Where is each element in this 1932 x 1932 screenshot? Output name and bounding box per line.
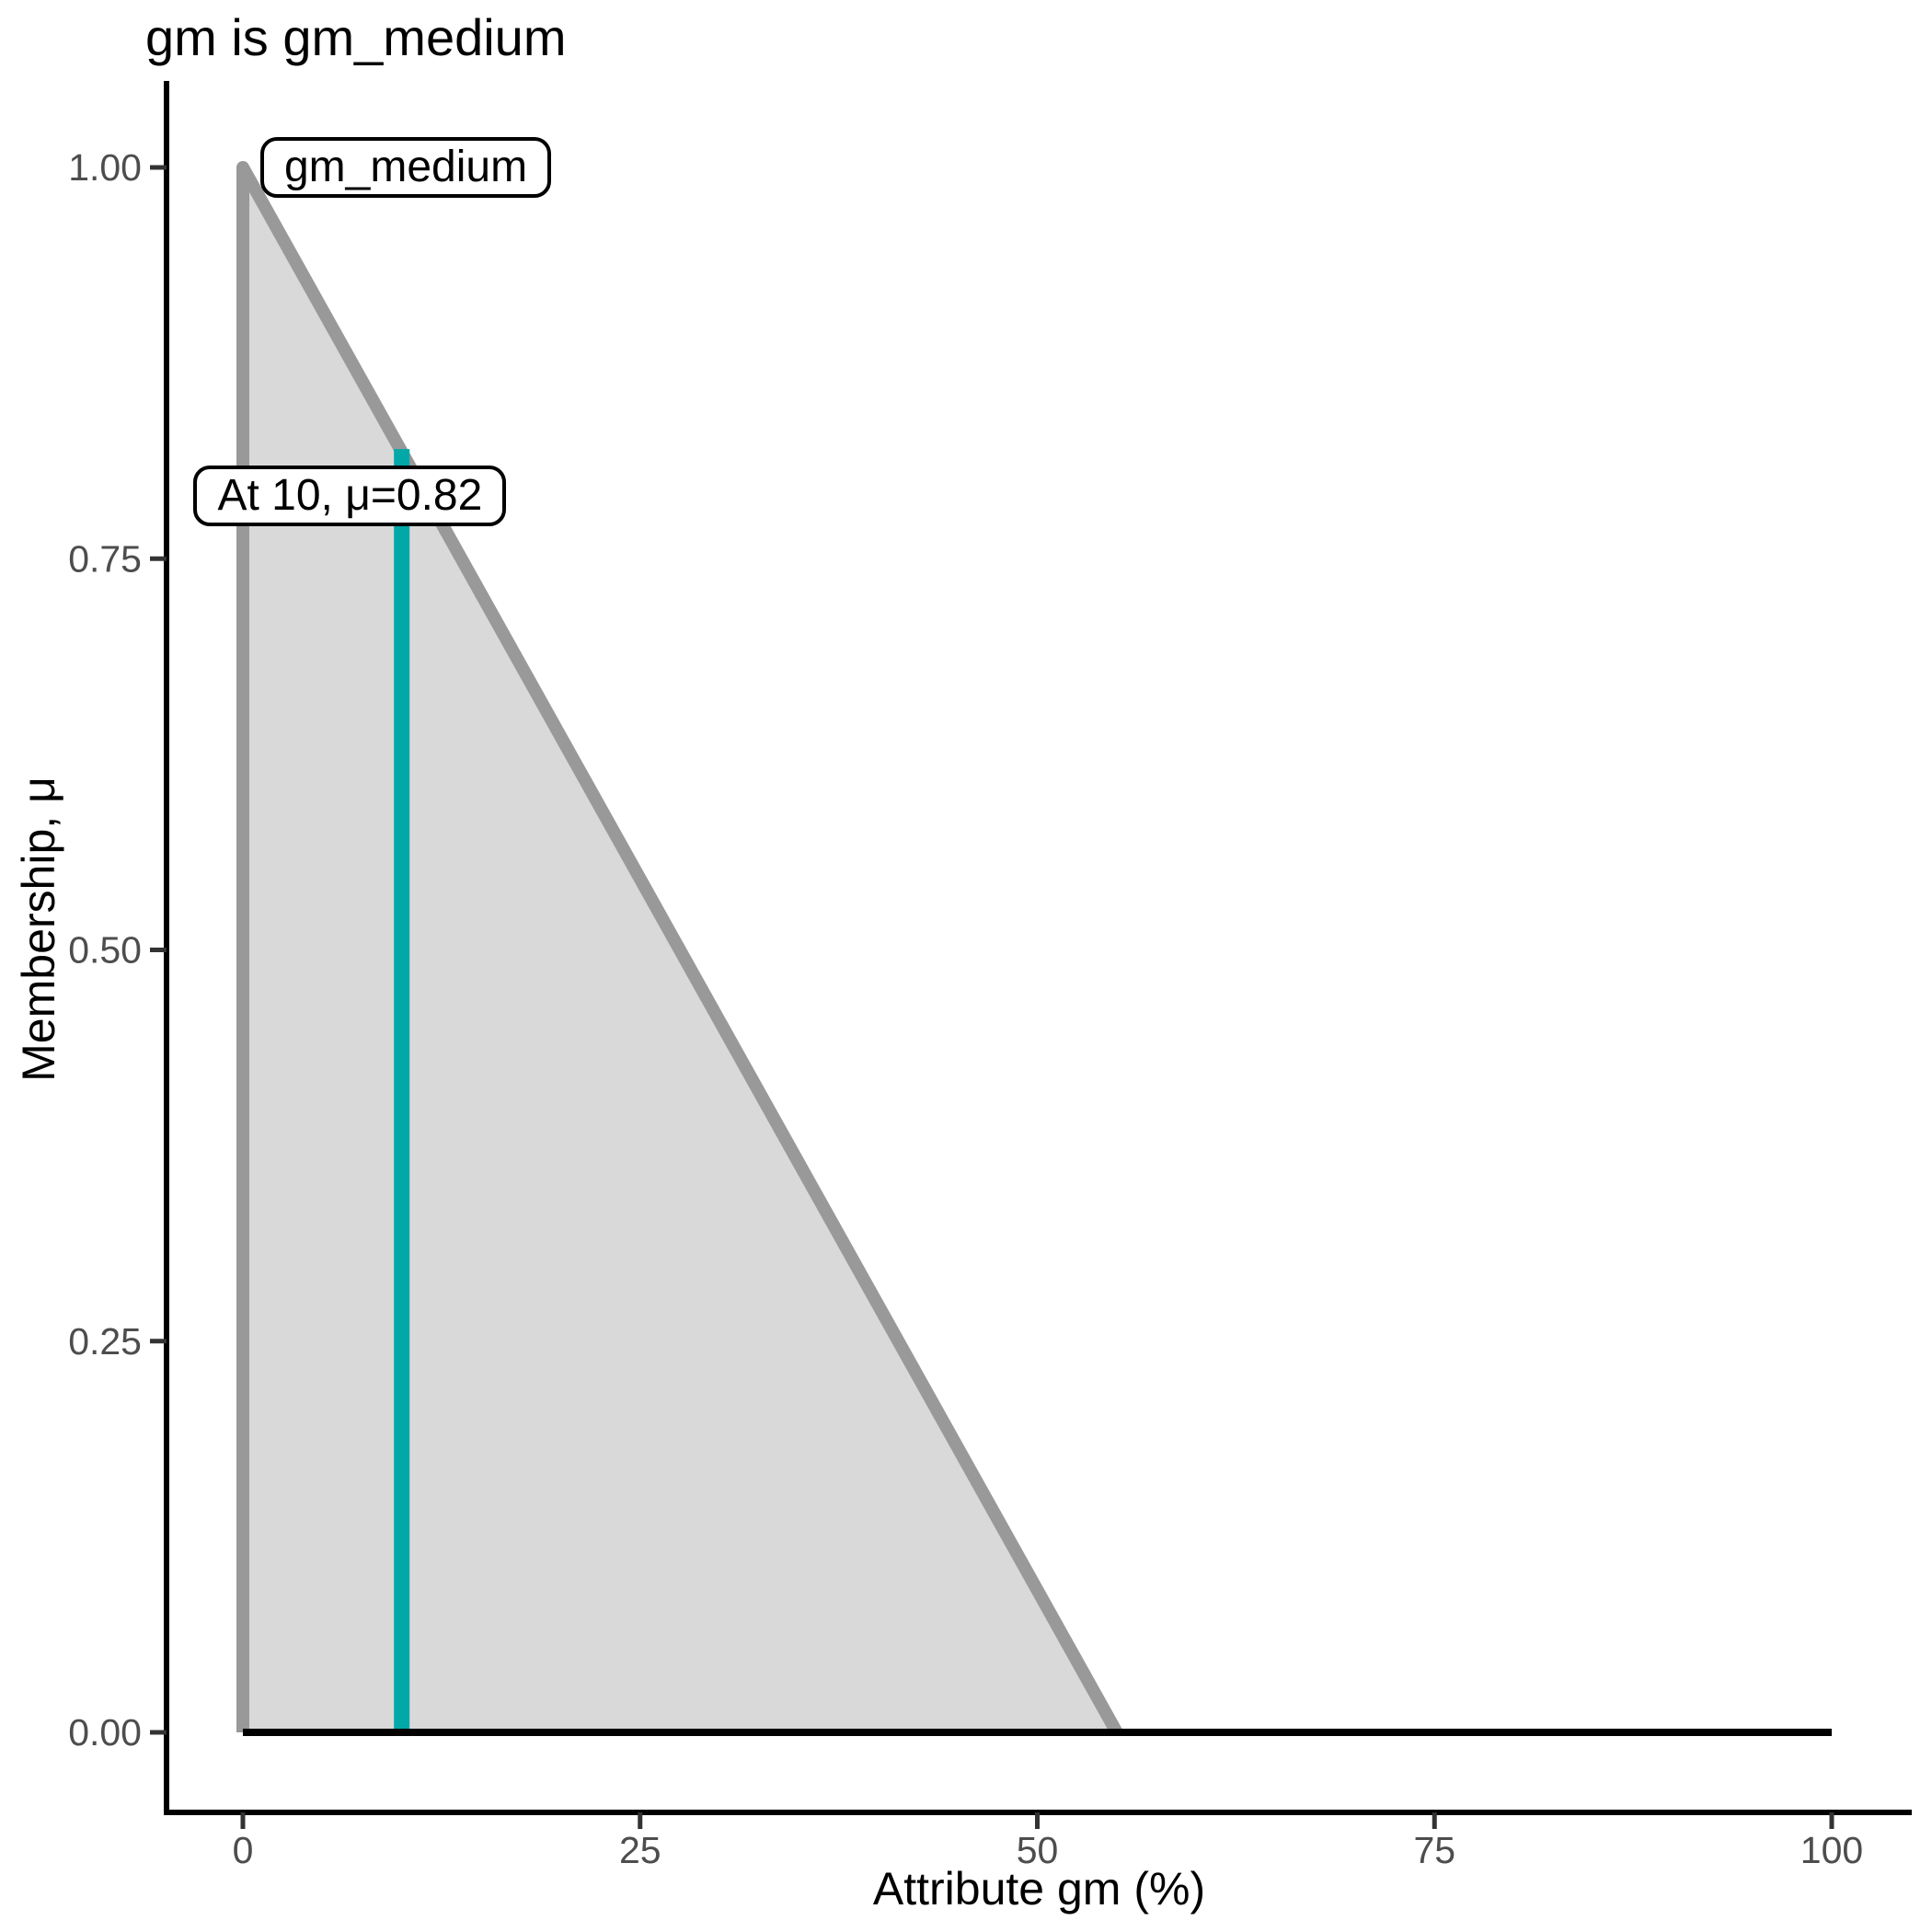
x-tick-label: 100 [1800, 1829, 1863, 1871]
crisp-value-label: At 10, μ=0.82 [193, 466, 507, 527]
fuzzy-set-label: gm_medium [259, 137, 552, 198]
y-tick-label: 0.50 [68, 929, 142, 972]
fuzzy-set-outline [236, 161, 1122, 1736]
x-tick-label: 25 [619, 1829, 661, 1871]
x-axis-title: Attribute gm (%) [872, 1863, 1206, 1915]
y-tick-label: 1.00 [68, 146, 142, 189]
x-tick-label: 0 [233, 1829, 254, 1871]
y-axis-title: Membership, μ [13, 776, 64, 1082]
y-tick-label: 0.25 [68, 1320, 142, 1363]
y-tick-label: 0.75 [68, 537, 142, 580]
x-tick-label: 50 [1017, 1829, 1059, 1871]
y-tick-label: 0.00 [68, 1711, 142, 1754]
x-tick-label: 75 [1413, 1829, 1455, 1871]
chart-title: gm is gm_medium [145, 8, 567, 66]
